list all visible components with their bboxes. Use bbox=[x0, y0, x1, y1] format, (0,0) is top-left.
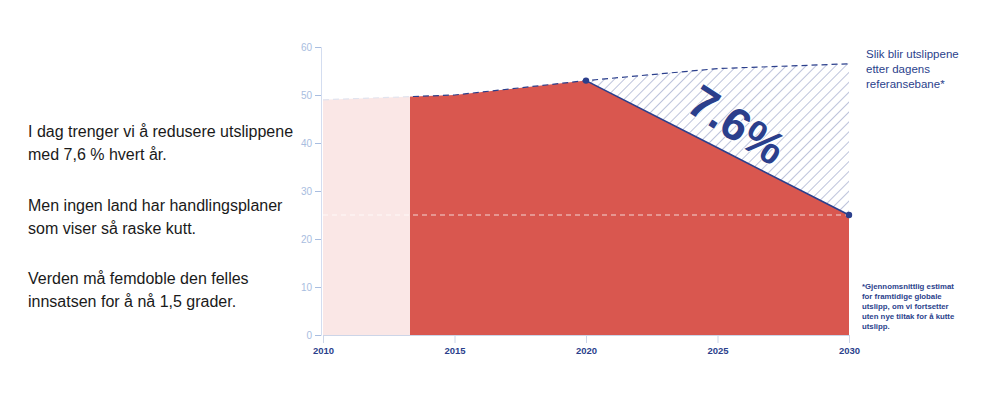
y-tick: 10 bbox=[301, 282, 321, 293]
x-axis: 2010 2015 2020 2025 2030 bbox=[313, 335, 860, 356]
point-marker bbox=[846, 212, 852, 218]
panel-text: innsatsen for å nå 1,5 grader. bbox=[28, 293, 236, 310]
y-tick-mark bbox=[315, 191, 321, 192]
y-tick-mark bbox=[315, 47, 321, 48]
y-tick-mark bbox=[315, 335, 321, 336]
y-tick-mark bbox=[315, 95, 321, 96]
y-tick: 30 bbox=[301, 186, 321, 197]
y-tick-label: 20 bbox=[301, 234, 313, 245]
point-marker bbox=[583, 77, 589, 83]
y-tick-mark bbox=[315, 239, 321, 240]
y-tick-mark bbox=[315, 287, 321, 288]
y-tick-label: 30 bbox=[301, 186, 313, 197]
y-axis-line bbox=[315, 48, 322, 336]
panel-text: Verden må femdoble den felles bbox=[28, 270, 249, 287]
footnote: uten nye tiltak for å kutte bbox=[862, 312, 955, 321]
footnote: *Gjennomsnittlig estimat bbox=[862, 282, 954, 291]
y-tick-label: 10 bbox=[301, 282, 313, 293]
y-axis: 0 10 20 30 40 50 60 bbox=[301, 42, 322, 341]
reference-annotation: referansebane* bbox=[866, 78, 945, 90]
x-tick-mark bbox=[455, 335, 456, 343]
x-tick: 2020 bbox=[576, 335, 597, 356]
x-tick-mark bbox=[718, 335, 719, 343]
x-tick: 2030 bbox=[839, 335, 860, 356]
panel-text: I dag trenger vi å redusere utslippene bbox=[28, 123, 293, 140]
y-tick-label: 60 bbox=[301, 42, 313, 53]
x-tick-label: 2020 bbox=[576, 345, 597, 356]
chart: I dag trenger vi å redusere utslippene me… bbox=[0, 0, 1000, 395]
x-tick-label: 2010 bbox=[313, 345, 334, 356]
text-panel bbox=[15, 52, 410, 360]
y-tick-label: 0 bbox=[306, 330, 312, 341]
y-tick: 40 bbox=[301, 138, 321, 149]
x-tick-label: 2015 bbox=[444, 345, 466, 356]
x-tick-label: 2030 bbox=[839, 345, 860, 356]
panel-text: som viser så raske kutt. bbox=[28, 220, 196, 237]
x-tick-label: 2025 bbox=[707, 345, 729, 356]
y-tick-mark bbox=[315, 143, 321, 144]
y-tick-label: 50 bbox=[301, 90, 313, 101]
y-tick: 20 bbox=[301, 234, 321, 245]
x-tick-mark bbox=[323, 335, 324, 343]
y-tick: 0 bbox=[306, 330, 321, 341]
footnote: utslipp. bbox=[862, 322, 890, 331]
x-tick: 2025 bbox=[707, 335, 729, 356]
y-tick-label: 40 bbox=[301, 138, 313, 149]
panel-text: med 7,6 % hvert år. bbox=[28, 146, 167, 163]
x-axis-line bbox=[324, 336, 850, 344]
rate-annotation: 7.6% bbox=[679, 74, 795, 175]
y-tick: 60 bbox=[301, 42, 321, 53]
panel-text: Men ingen land har handlingsplaner bbox=[28, 197, 283, 214]
x-tick-mark bbox=[849, 335, 850, 343]
reference-annotation: etter dagens bbox=[866, 63, 930, 75]
footnote: utslipp, om vi fortsetter bbox=[862, 302, 949, 311]
x-tick-mark bbox=[586, 335, 587, 343]
y-tick: 50 bbox=[301, 90, 321, 101]
reference-annotation: Slik blir utslippene bbox=[866, 48, 959, 60]
footnote: for framtidige globale bbox=[862, 292, 942, 301]
x-tick: 2010 bbox=[313, 335, 334, 356]
x-tick: 2015 bbox=[444, 335, 466, 356]
